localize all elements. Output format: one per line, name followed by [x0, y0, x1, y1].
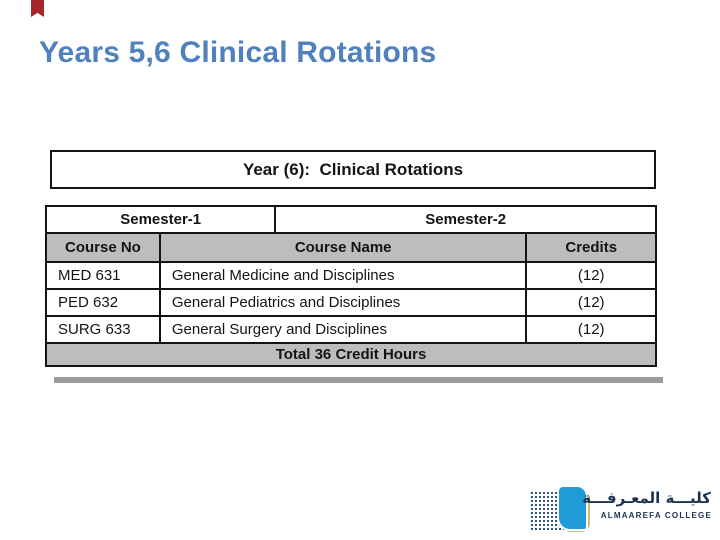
course-name-cell: General Surgery and Disciplines — [158, 317, 526, 342]
slide-title: Years 5,6 Clinical Rotations — [39, 36, 437, 69]
logo-book-icon — [557, 485, 588, 531]
table-row: SURG 633 General Surgery and Disciplines… — [47, 315, 655, 342]
table-row: MED 631 General Medicine and Disciplines… — [47, 261, 655, 288]
credits-cell: (12) — [525, 317, 655, 342]
logo-arabic-name: كليـــة المعـرفـــة — [582, 489, 711, 507]
total-row: Total 36 Credit Hours — [47, 342, 655, 365]
column-header-course-no: Course No — [65, 239, 141, 256]
credits-cell: (12) — [525, 263, 655, 288]
credits-cell: (12) — [525, 290, 655, 315]
course-name-cell: General Medicine and Disciplines — [158, 263, 526, 288]
course-name-cell: General Pediatrics and Disciplines — [158, 290, 526, 315]
course-table: Semester-1 Semester-2 Course No Course N… — [45, 205, 657, 367]
course-no-cell: SURG 633 — [58, 321, 131, 338]
column-header-row: Course No Course Name Credits — [47, 232, 655, 261]
total-credits-label: Total 36 Credit Hours — [275, 346, 427, 363]
almaarefa-college-logo: كليـــة المعـرفـــة ALMAAREFA COLLEGE — [528, 482, 712, 538]
semester-header-row: Semester-1 Semester-2 — [47, 207, 655, 232]
logo-latin-name: ALMAAREFA COLLEGE — [600, 511, 712, 520]
course-no-cell: PED 632 — [58, 294, 119, 311]
year-heading-label: Year (6): Clinical Rotations — [242, 159, 464, 179]
column-header-course-name: Course Name — [158, 234, 526, 261]
course-no-cell: MED 631 — [58, 267, 121, 284]
column-header-credits: Credits — [525, 234, 655, 261]
semester-1-header: Semester-1 — [120, 211, 202, 228]
bookmark-ribbon-icon — [31, 0, 44, 17]
table-row: PED 632 General Pediatrics and Disciplin… — [47, 288, 655, 315]
semester-2-header: Semester-2 — [274, 207, 655, 232]
year-heading-box: Year (6): Clinical Rotations — [50, 150, 656, 189]
table-drop-shadow — [54, 377, 663, 383]
